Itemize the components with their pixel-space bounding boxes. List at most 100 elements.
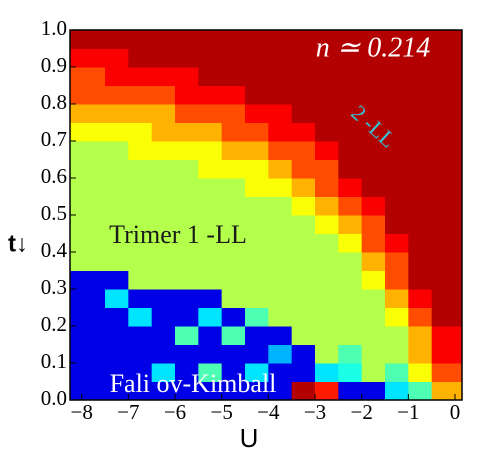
- heat-cell: [128, 104, 153, 123]
- heat-cell: [105, 159, 129, 179]
- heat-cell: [245, 141, 269, 160]
- heat-cell: [128, 326, 153, 345]
- heat-cell: [245, 363, 269, 382]
- heat-cell: [291, 289, 316, 308]
- heat-cell: [338, 344, 363, 364]
- heat-cell: [221, 30, 246, 49]
- heat-cell: [385, 215, 409, 234]
- heat-cell: [175, 344, 199, 364]
- heat-cell: [70, 67, 106, 86]
- heat-cell: [175, 196, 199, 216]
- heat-cell: [315, 67, 339, 86]
- heat-cell: [268, 363, 293, 382]
- heat-cell: [361, 233, 386, 253]
- heat-cell: [361, 178, 386, 197]
- heat-cell: [361, 85, 386, 105]
- heat-cell: [245, 196, 269, 216]
- heat-cell: [151, 178, 176, 197]
- heat-cell: [408, 48, 433, 68]
- y-tick-label: 0.9: [41, 53, 67, 77]
- heat-cell: [221, 48, 246, 68]
- heat-cell: [128, 289, 153, 308]
- heat-cell: [268, 252, 293, 271]
- heat-cell: [151, 344, 176, 364]
- heat-cell: [151, 270, 176, 290]
- heat-cell: [408, 122, 433, 142]
- heat-cell: [431, 196, 463, 216]
- heat-cell: [291, 381, 316, 401]
- heat-cell: [245, 233, 269, 253]
- heat-cell: [291, 363, 316, 382]
- heat-cell: [221, 159, 246, 179]
- heat-cell: [221, 122, 246, 142]
- heat-cell: [315, 178, 339, 197]
- heat-cell: [361, 48, 386, 68]
- heat-cell: [408, 307, 433, 327]
- heat-cell: [175, 141, 199, 160]
- heat-cell: [175, 67, 199, 86]
- heat-cell: [385, 122, 409, 142]
- heat-cell: [105, 363, 129, 382]
- heat-cell: [291, 270, 316, 290]
- heat-cell: [385, 326, 409, 345]
- heat-cell: [198, 178, 223, 197]
- heat-cell: [151, 48, 176, 68]
- heat-cell: [338, 215, 363, 234]
- heat-cell: [361, 122, 386, 142]
- heat-cell: [268, 141, 293, 160]
- heat-cell: [268, 85, 293, 105]
- heat-cell: [175, 289, 199, 308]
- heat-cell: [338, 381, 363, 401]
- heat-cell: [70, 48, 106, 68]
- heat-cell: [291, 307, 316, 327]
- heat-cell: [315, 252, 339, 271]
- heat-cell: [245, 326, 269, 345]
- heat-cell: [105, 48, 129, 68]
- heat-cell: [70, 104, 106, 123]
- heat-cell: [291, 141, 316, 160]
- heat-cell: [245, 48, 269, 68]
- heat-cell: [70, 270, 106, 290]
- heat-cell: [105, 104, 129, 123]
- heat-cell: [291, 196, 316, 216]
- heat-cell: [198, 326, 223, 345]
- y-tick-label: 1.0: [41, 16, 67, 40]
- heat-cell: [105, 30, 129, 49]
- heat-cell: [291, 233, 316, 253]
- heat-cell: [70, 122, 106, 142]
- heat-cell: [198, 104, 223, 123]
- heat-cell: [361, 215, 386, 234]
- heat-cell: [105, 196, 129, 216]
- heat-cell: [385, 344, 409, 364]
- heat-cell: [221, 178, 246, 197]
- heat-cell: [431, 48, 463, 68]
- heat-cell: [338, 289, 363, 308]
- heat-cell: [361, 30, 386, 49]
- heat-cell: [198, 307, 223, 327]
- heat-cell: [291, 104, 316, 123]
- annotation: Fali ov-Kimball: [110, 369, 277, 398]
- heat-cell: [315, 233, 339, 253]
- heat-cell: [221, 141, 246, 160]
- y-tick-label: 0.5: [41, 201, 67, 225]
- heat-cell: [70, 363, 106, 382]
- heat-cell: [175, 85, 199, 105]
- heat-cell: [268, 48, 293, 68]
- heat-cell: [315, 270, 339, 290]
- heat-cell: [151, 85, 176, 105]
- heat-cell: [175, 307, 199, 327]
- heat-cell: [198, 381, 223, 401]
- x-tick-label: −6: [164, 400, 186, 424]
- x-tick-label: −5: [210, 400, 232, 424]
- heat-cell: [128, 122, 153, 142]
- heat-cell: [431, 252, 463, 271]
- heat-cell: [175, 215, 199, 234]
- x-axis-label: U: [240, 423, 259, 453]
- heat-cell: [361, 289, 386, 308]
- heat-cell: [245, 30, 269, 49]
- heat-cell: [338, 252, 363, 271]
- annotation: n ≃ 0.214: [316, 32, 430, 63]
- heat-cell: [128, 363, 153, 382]
- heat-cell: [268, 233, 293, 253]
- heat-cell: [385, 48, 409, 68]
